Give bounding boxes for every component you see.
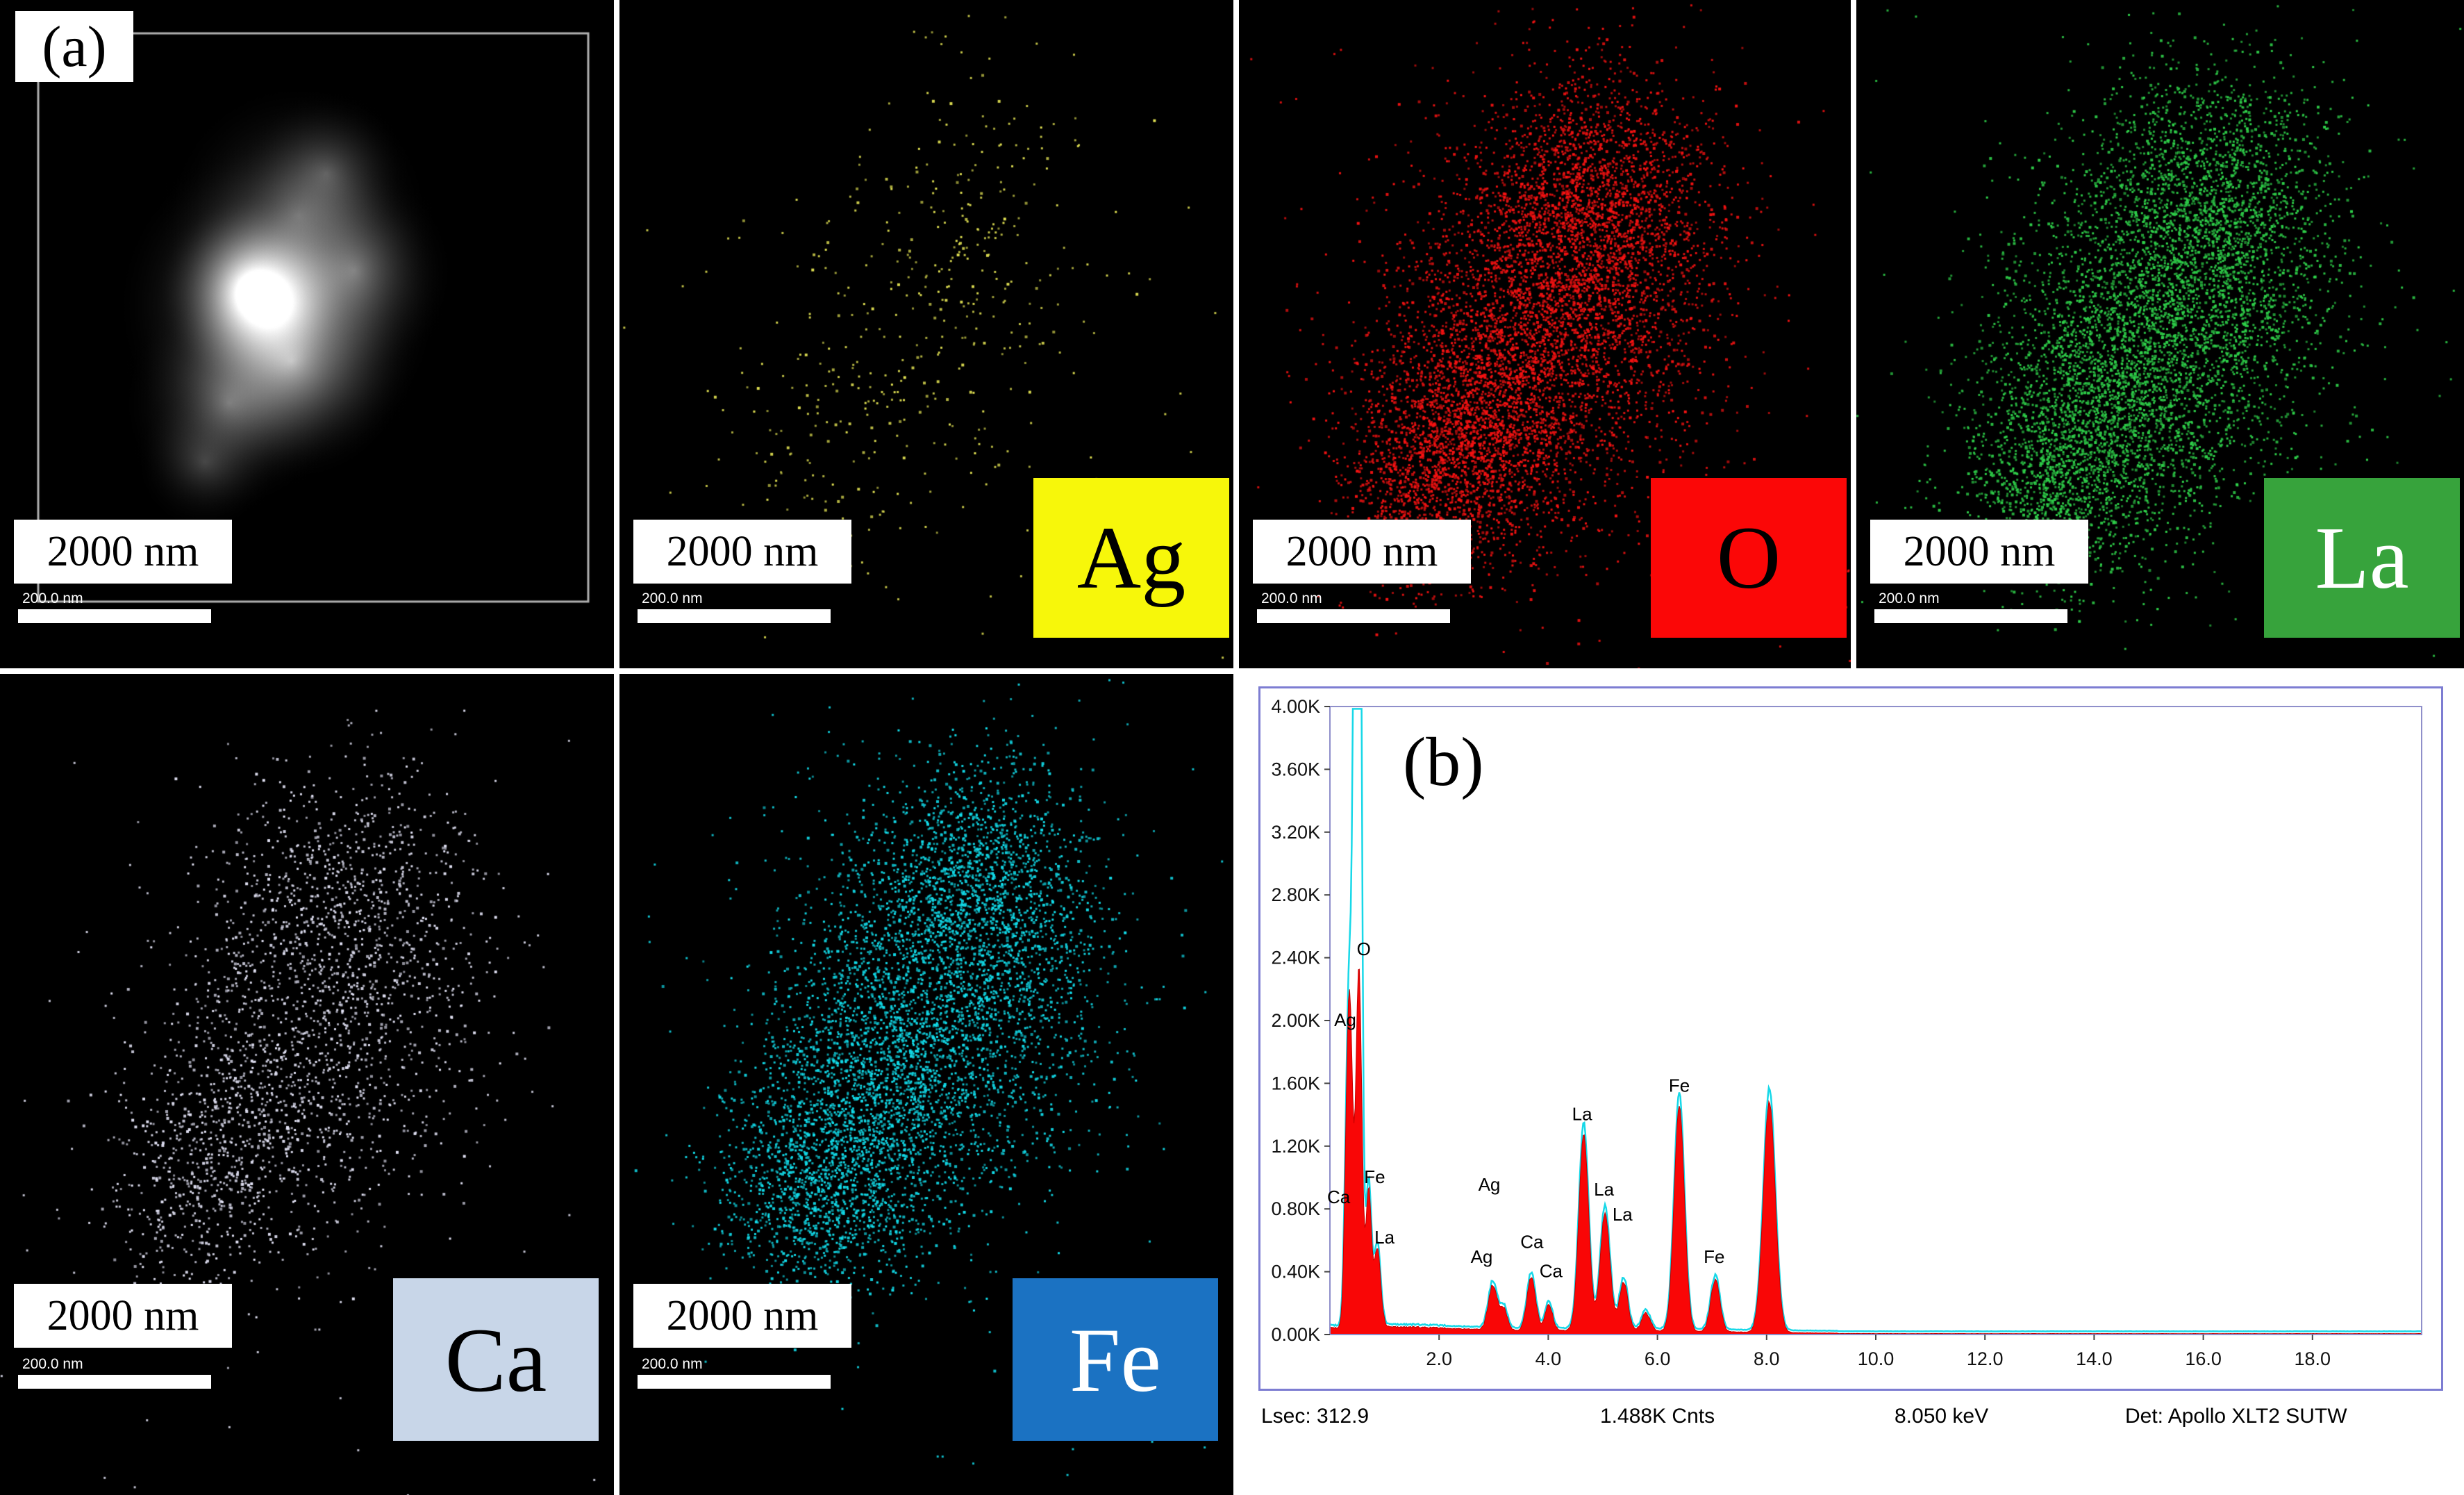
panel-sem: (a) 2000 nm 200.0 nm (0, 0, 614, 668)
scale-bar: 200.0 nm (18, 590, 211, 623)
svg-text:4.00K: 4.00K (1271, 696, 1320, 717)
panel-map-o: 2000 nm 200.0 nm O (1239, 0, 1851, 668)
svg-text:1.20K: 1.20K (1271, 1136, 1320, 1157)
scale-bar: 200.0 nm (638, 1356, 831, 1389)
svg-text:6.0: 6.0 (1645, 1348, 1671, 1369)
chart-box: 4.00K 3.60K 3.20K 2.80K 2.40K 2.00K 1.60K 1.20K… (1258, 686, 2443, 1391)
scale-bar-label: 200.0 nm (642, 590, 703, 606)
scale-field-label: 2000 nm (1253, 520, 1471, 584)
svg-text:0.80K: 0.80K (1271, 1198, 1320, 1219)
footer-cursor-energy: 8.050 keV (1895, 1405, 1989, 1428)
scale-bar-line (1257, 609, 1450, 623)
svg-text:14.0: 14.0 (2076, 1348, 2113, 1369)
svg-text:4.0: 4.0 (1535, 1348, 1562, 1369)
footer-lsec: Lsec: 312.9 (1261, 1405, 1370, 1428)
scale-field-label: 2000 nm (14, 1284, 232, 1348)
element-badge-ag: Ag (1033, 478, 1229, 638)
scale-field-label: 2000 nm (1870, 520, 2088, 584)
svg-text:Fe: Fe (1364, 1166, 1385, 1187)
scale-bar-line (18, 1375, 211, 1389)
footer-detector: Det: Apollo XLT2 SUTW (2125, 1405, 2347, 1428)
scale-bar-line (638, 1375, 831, 1389)
element-badge-o: O (1651, 478, 1847, 638)
svg-text:3.20K: 3.20K (1271, 822, 1320, 843)
svg-text:2.00K: 2.00K (1271, 1010, 1320, 1031)
element-badge-ca: Ca (393, 1278, 599, 1441)
svg-text:2.80K: 2.80K (1271, 884, 1320, 905)
element-badge-fe: Fe (1013, 1278, 1218, 1441)
scale-field-label: 2000 nm (633, 520, 851, 584)
scale-bar-label: 200.0 nm (1261, 590, 1322, 606)
eds-spectrum-svg: 4.00K 3.60K 3.20K 2.80K 2.40K 2.00K 1.60K 1.20K… (1271, 696, 2422, 1369)
panel-map-la: 2000 nm 200.0 nm La (1856, 0, 2464, 668)
svg-text:Ag: Ag (1334, 1009, 1356, 1030)
svg-text:Ag: Ag (1479, 1174, 1501, 1195)
scale-field-label: 2000 nm (14, 520, 232, 584)
scale-bar: 200.0 nm (638, 590, 831, 623)
panel-a-label: (a) (15, 11, 133, 82)
panel-map-fe: 2000 nm 200.0 nm Fe (619, 674, 1233, 1495)
scale-bar-line (1874, 609, 2067, 623)
svg-text:10.0: 10.0 (1858, 1348, 1895, 1369)
scale-bar-label: 200.0 nm (642, 1356, 703, 1372)
svg-text:16.0: 16.0 (2185, 1348, 2222, 1369)
svg-text:Ca: Ca (1520, 1232, 1544, 1253)
svg-text:8.0: 8.0 (1754, 1348, 1780, 1369)
scale-field-label: 2000 nm (633, 1284, 851, 1348)
svg-text:Ca: Ca (1540, 1260, 1563, 1281)
svg-text:O: O (1357, 939, 1371, 959)
svg-text:0.00K: 0.00K (1271, 1324, 1320, 1345)
chart-footer: Lsec: 312.9 1.488K Cnts 8.050 keV Det: A… (1239, 1405, 2464, 1434)
footer-counts: 1.488K Cnts (1600, 1405, 1715, 1428)
svg-text:La: La (1374, 1227, 1395, 1248)
scale-bar: 200.0 nm (18, 1356, 211, 1389)
svg-text:Ca: Ca (1327, 1187, 1351, 1207)
scale-bar-label: 200.0 nm (1879, 590, 1940, 606)
svg-text:1.60K: 1.60K (1271, 1073, 1320, 1093)
svg-text:2.40K: 2.40K (1271, 948, 1320, 968)
svg-text:3.60K: 3.60K (1271, 759, 1320, 779)
scale-bar-line (18, 609, 211, 623)
scale-bar-line (638, 609, 831, 623)
svg-text:12.0: 12.0 (1967, 1348, 2004, 1369)
svg-text:La: La (1572, 1103, 1592, 1124)
svg-text:Fe: Fe (1704, 1246, 1724, 1267)
spectrum-panel: 4.00K 3.60K 3.20K 2.80K 2.40K 2.00K 1.60K 1.20K… (1239, 674, 2464, 1495)
svg-text:Fe: Fe (1669, 1075, 1690, 1096)
panel-map-ag: 2000 nm 200.0 nm Ag (619, 0, 1233, 668)
panel-map-ca: 2000 nm 200.0 nm Ca (0, 674, 614, 1495)
svg-text:Ag: Ag (1471, 1246, 1493, 1267)
panel-b-label: (b) (1403, 723, 1484, 800)
svg-text:2.0: 2.0 (1426, 1348, 1452, 1369)
scale-bar: 200.0 nm (1874, 590, 2067, 623)
scale-bar-label: 200.0 nm (22, 1356, 83, 1372)
svg-text:0.40K: 0.40K (1271, 1262, 1320, 1282)
svg-text:La: La (1613, 1204, 1633, 1225)
scale-bar: 200.0 nm (1257, 590, 1450, 623)
svg-text:La: La (1594, 1179, 1614, 1200)
svg-text:18.0: 18.0 (2295, 1348, 2331, 1369)
element-badge-la: La (2264, 478, 2460, 638)
scale-bar-label: 200.0 nm (22, 590, 83, 606)
